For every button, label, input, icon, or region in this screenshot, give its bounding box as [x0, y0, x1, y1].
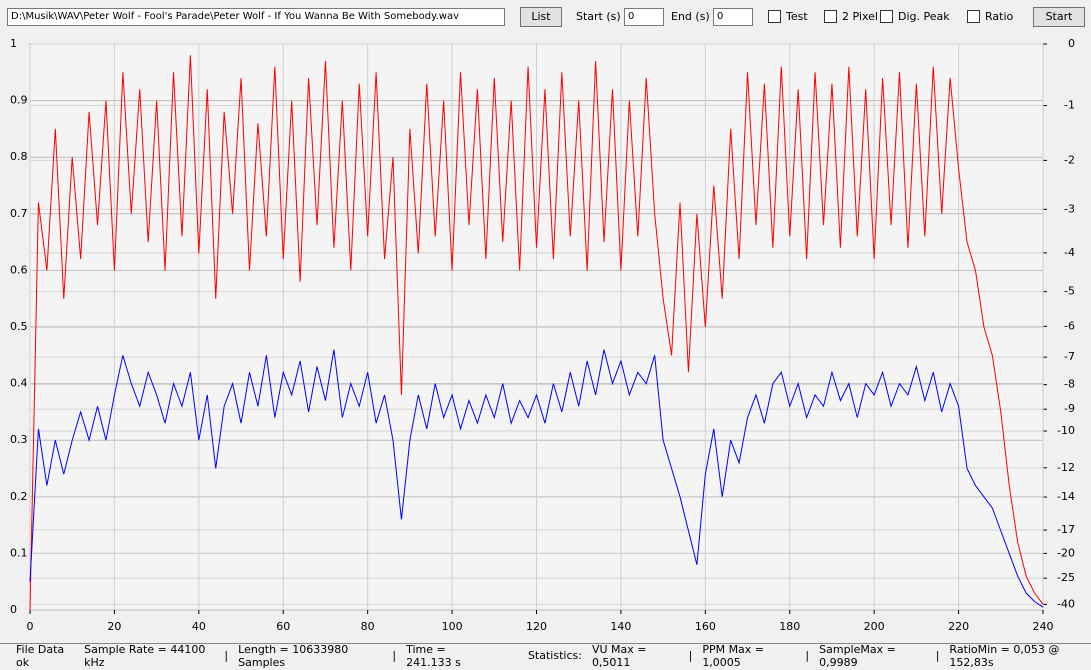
y2-tick-label: -4: [1064, 246, 1075, 259]
y2-tick-label: -2: [1064, 153, 1075, 166]
checkbox[interactable]: [768, 10, 781, 23]
status-text: SampleMax = 0,9989: [819, 642, 896, 669]
y2-tick-label: -8: [1064, 378, 1075, 391]
y2-tick-label: -12: [1057, 461, 1075, 474]
y2-tick-label: -40: [1057, 597, 1075, 610]
status-text: Statistics:: [527, 649, 582, 662]
x-tick-label: 100: [442, 620, 463, 633]
status-text: Sample Rate = 44100 kHz: [84, 642, 206, 669]
y-tick-label: 0.9: [10, 94, 28, 107]
start-button[interactable]: Start: [1033, 7, 1085, 27]
x-tick-label: 160: [695, 620, 716, 633]
y2-tick-label: -7: [1064, 350, 1075, 363]
y2-tick-label: -1: [1064, 99, 1075, 112]
x-tick-label: 60: [276, 620, 290, 633]
y2-tick-label: -9: [1064, 402, 1075, 415]
x-tick-label: 80: [361, 620, 375, 633]
status-text: |: [392, 649, 397, 662]
start-input[interactable]: 0: [624, 8, 664, 26]
list-button[interactable]: List: [520, 7, 562, 27]
y-tick-label: 0.4: [10, 377, 28, 390]
y-tick-label: 0.2: [10, 490, 28, 503]
status-text: |: [805, 649, 810, 662]
y2-tick-label: -25: [1057, 571, 1075, 584]
x-tick-label: 40: [192, 620, 206, 633]
checkbox-label: Ratio: [985, 10, 1014, 23]
status-text: PPM Max = 1,0005: [702, 642, 765, 669]
status-text: File Data ok: [16, 642, 65, 669]
status-text: Length = 10633980 Samples: [238, 642, 349, 669]
checkbox-label: Test: [786, 10, 808, 23]
chart: 0 0.1 0.2 0.3 0.4 0.5 0.6 0.7 0.8 0.9 1 0 -1 -2 -3 -4 -5…: [10, 37, 1075, 633]
y-tick-label: 0.6: [10, 263, 28, 276]
x-tick-label: 120: [526, 620, 547, 633]
y2-tick-label: -17: [1057, 523, 1075, 536]
y-tick-label: 0.1: [10, 546, 28, 559]
y2-tick-label: -5: [1064, 285, 1075, 298]
status-bar: File Data ok Sample Rate = 44100 kHz | Leng…: [0, 642, 1091, 669]
y-tick-label: 0.3: [10, 433, 28, 446]
file-path-input[interactable]: D:\Musik\WAV\Peter Wolf - Fool's Parade\…: [7, 8, 505, 26]
y-tick-label: 0: [10, 603, 17, 616]
status-text: |: [935, 649, 940, 662]
y-tick-label: 0.5: [10, 320, 28, 333]
x-tick-label: 180: [779, 620, 800, 633]
checkbox[interactable]: [967, 10, 980, 23]
y2-tick-label: -6: [1064, 319, 1075, 332]
x-tick-label: 240: [1033, 620, 1054, 633]
y-tick-label: 1: [10, 37, 17, 50]
y-tick-label: 0.8: [10, 150, 28, 163]
status-text: VU Max = 0,5011: [591, 642, 647, 669]
series-line: [29, 55, 1044, 611]
checkbox-label: Dig. Peak: [898, 10, 950, 23]
checkbox[interactable]: [824, 10, 837, 23]
y-tick-label: 0.7: [10, 207, 28, 220]
x-tick-label: 0: [27, 620, 34, 633]
y2-tick-label: -10: [1057, 424, 1075, 437]
checkbox-label: 2 Pixel: [842, 10, 878, 23]
end-label: End (s): [671, 10, 710, 23]
series-line: [29, 349, 1044, 608]
x-tick-label: 140: [610, 620, 631, 633]
status-text: RatioMin = 0,053 @ 152,83s: [949, 642, 1060, 669]
status-text: Time = 241.133 s: [406, 642, 461, 669]
x-tick-label: 200: [864, 620, 885, 633]
y2-tick-label: 0: [1068, 37, 1075, 50]
x-tick-label: 220: [948, 620, 969, 633]
status-text: |: [688, 649, 693, 662]
y2-tick-label: -3: [1064, 202, 1075, 215]
checkbox[interactable]: [880, 10, 893, 23]
start-label: Start (s): [576, 10, 621, 23]
y2-tick-label: -20: [1057, 546, 1075, 559]
x-tick-label: 20: [107, 620, 121, 633]
status-text: |: [224, 649, 229, 662]
y2-tick-label: -14: [1057, 490, 1075, 503]
end-input[interactable]: 0: [713, 8, 753, 26]
